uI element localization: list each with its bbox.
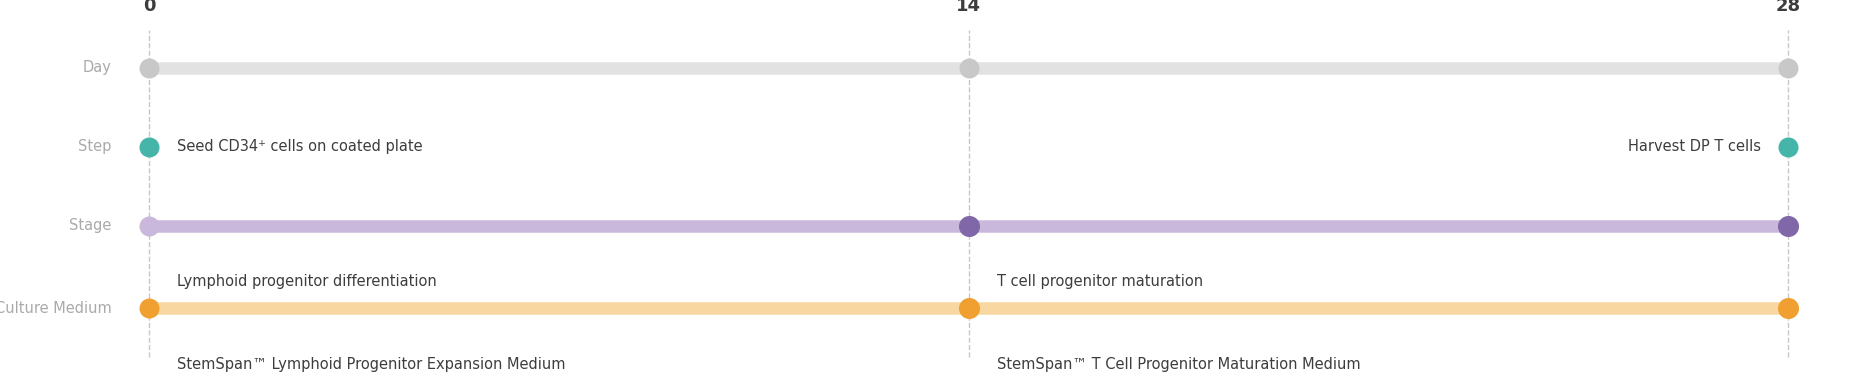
Text: Stage: Stage <box>69 218 112 233</box>
Point <box>134 144 164 150</box>
Point <box>1774 144 1803 150</box>
Text: 28: 28 <box>1775 0 1802 15</box>
Point <box>954 65 984 71</box>
Point <box>954 305 984 311</box>
Point <box>134 305 164 311</box>
Point <box>1774 65 1803 71</box>
Point <box>954 223 984 229</box>
Point <box>134 223 164 229</box>
Text: Culture Medium: Culture Medium <box>0 301 112 316</box>
Text: T cell progenitor maturation: T cell progenitor maturation <box>997 274 1203 290</box>
Point <box>1774 223 1803 229</box>
Point <box>134 65 164 71</box>
Text: Harvest DP T cells: Harvest DP T cells <box>1628 139 1761 154</box>
Text: StemSpan™ Lymphoid Progenitor Expansion Medium: StemSpan™ Lymphoid Progenitor Expansion … <box>177 357 566 372</box>
Text: 14: 14 <box>956 0 982 15</box>
Text: StemSpan™ T Cell Progenitor Maturation Medium: StemSpan™ T Cell Progenitor Maturation M… <box>997 357 1360 372</box>
Text: Lymphoid progenitor differentiation: Lymphoid progenitor differentiation <box>177 274 436 290</box>
Text: Seed CD34⁺ cells on coated plate: Seed CD34⁺ cells on coated plate <box>177 139 423 154</box>
Text: 0: 0 <box>143 0 155 15</box>
Text: Day: Day <box>84 60 112 75</box>
Text: Step: Step <box>78 139 112 154</box>
Point <box>1774 305 1803 311</box>
